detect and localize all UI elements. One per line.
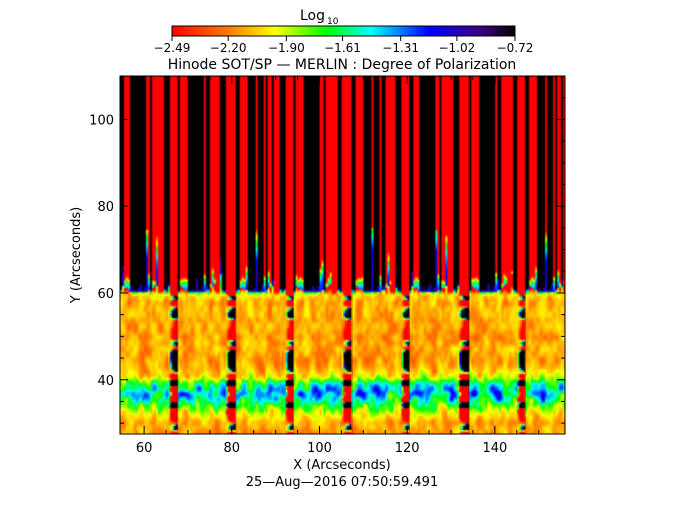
colorbar-tick-label: −1.90 bbox=[268, 41, 305, 55]
y-axis-label: Y (Arcseconds) bbox=[69, 207, 84, 304]
y-tick-label: 60 bbox=[97, 287, 114, 302]
plot-frame bbox=[119, 75, 566, 435]
x-axis: 60 80 100 120 140 bbox=[136, 76, 540, 456]
slit-boundaries bbox=[176, 76, 527, 434]
y-tick-label: 80 bbox=[97, 200, 114, 215]
plot-area: 60 80 100 120 140 40 60 80 100 bbox=[89, 75, 566, 456]
colorbar-title: Log bbox=[300, 8, 325, 24]
x-tick-label: 120 bbox=[395, 441, 420, 456]
colorbar-tick-label: −1.61 bbox=[324, 41, 361, 55]
colorbar-tick-label: −1.02 bbox=[438, 41, 475, 55]
colorbar-tick-label: −0.72 bbox=[497, 41, 534, 55]
timestamp-footer: 25—Aug—2016 07:50:59.491 bbox=[246, 475, 438, 490]
y-tick-label: 40 bbox=[97, 374, 114, 389]
x-axis-label: X (Arcseconds) bbox=[293, 458, 390, 473]
chart-title: Hinode SOT/SP — MERLIN : Degree of Polar… bbox=[168, 57, 517, 73]
colorbar-title-subscript: 10 bbox=[327, 17, 339, 27]
polarization-heatmap bbox=[120, 76, 565, 434]
x-tick-label: 60 bbox=[136, 441, 153, 456]
colorbar-tick-label: −2.49 bbox=[154, 41, 191, 55]
x-tick-label: 140 bbox=[482, 441, 507, 456]
y-tick-label: 100 bbox=[89, 113, 114, 128]
x-tick-label: 80 bbox=[224, 441, 241, 456]
x-tick-label: 100 bbox=[307, 441, 332, 456]
y-axis: 40 60 80 100 bbox=[89, 75, 565, 424]
colorbar: Log 10 −2.49 −2.20 −1.90 −1.61 −1.31 −1.02 −0.… bbox=[154, 8, 534, 55]
colorbar-tick-label: −1.31 bbox=[382, 41, 419, 55]
colorbar-gradient bbox=[171, 25, 516, 37]
colorbar-tick-label: −2.20 bbox=[210, 41, 247, 55]
colorbar-ticks: −2.49 −2.20 −1.90 −1.61 −1.31 −1.02 −0.72 bbox=[154, 36, 534, 55]
